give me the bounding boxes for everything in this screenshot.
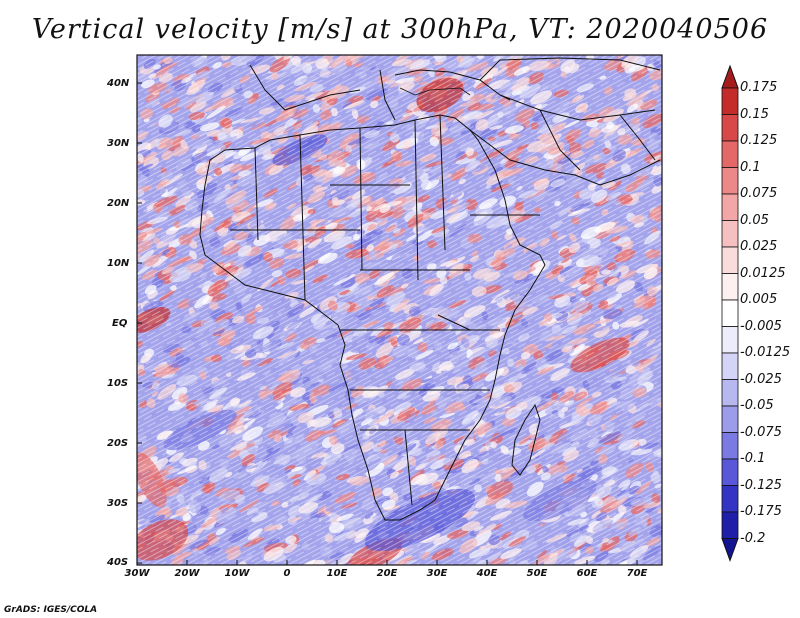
colorbar-label: -0.1 (740, 451, 766, 466)
country-borders (199, 57, 661, 521)
credit-text: GrADS: IGES/COLA (4, 605, 98, 615)
plot-frame (136, 54, 663, 566)
axis-ticks (136, 82, 638, 565)
colorbar-label: 0.05 (740, 212, 769, 228)
colorbar-label: 0.0125 (740, 265, 786, 281)
colorbar-swatch (721, 193, 739, 221)
colorbar-swatch (721, 511, 739, 539)
colorbar-swatch (721, 458, 739, 486)
colorbar-label: 0.005 (740, 292, 778, 307)
lat-label: 20N (107, 198, 130, 209)
colorbar-swatch (721, 352, 739, 380)
lon-label: 70E (626, 568, 648, 579)
eurasia-borders (249, 57, 661, 186)
colorbar-label: -0.075 (740, 424, 782, 440)
colorbar-swatch (721, 273, 739, 301)
colorbar-label: -0.125 (740, 477, 782, 493)
colorbar-swatch (721, 167, 739, 195)
lon-label: 0 (283, 568, 291, 579)
lat-label: 10S (107, 378, 129, 389)
lon-label: 20E (376, 568, 398, 579)
colorbar-label: 0.15 (740, 106, 769, 122)
colorbar-label: -0.05 (740, 398, 774, 413)
lon-label: 10E (326, 568, 348, 579)
colorbar-swatch (721, 299, 739, 327)
lon-label: 10W (224, 568, 250, 579)
streak-texture (137, 55, 662, 565)
colorbar-swatch (721, 485, 739, 513)
lat-label: 30N (107, 138, 130, 149)
colorbar-label: -0.0125 (740, 345, 791, 360)
lon-label: 30E (426, 568, 448, 579)
colorbar-swatch (721, 220, 739, 248)
africa-coastline (199, 114, 546, 521)
lat-label: 10N (107, 258, 130, 269)
colorbar-label: 0.125 (740, 133, 778, 148)
colorbar (721, 64, 739, 562)
lat-label: EQ (112, 318, 128, 329)
country-border-lines (230, 114, 540, 506)
colorbar-label: 0.175 (740, 80, 778, 95)
colorbar-label: -0.005 (740, 318, 782, 334)
colorbar-label: 0.025 (740, 239, 778, 254)
lat-label: 40N (107, 78, 130, 89)
map-title: Vertical velocity [m/s] at 300hPa, VT: 2… (31, 14, 769, 45)
colorbar-label: -0.175 (740, 504, 782, 519)
mediterranean-coast (399, 87, 471, 96)
lon-label: 30W (124, 568, 150, 579)
colorbar-label: -0.2 (740, 530, 766, 546)
colorbar-label: 0.1 (740, 159, 761, 175)
lat-label: 40S (107, 557, 129, 568)
colorbar-bottom-triangle (721, 538, 739, 562)
lat-label: 20S (107, 438, 129, 449)
colorbar-swatch (721, 87, 739, 115)
lon-label: 50E (526, 568, 548, 579)
lat-label: 30S (107, 498, 129, 509)
colorbar-swatch (721, 326, 739, 354)
lon-label: 40E (476, 568, 498, 579)
colorbar-top-triangle (721, 64, 739, 89)
colorbar-swatch (721, 140, 739, 168)
colorbar-swatch (721, 246, 739, 274)
colorbar-swatch (721, 114, 739, 142)
colorbar-swatch (721, 379, 739, 407)
colorbar-swatch (721, 432, 739, 460)
colorbar-swatch (721, 405, 739, 433)
lon-label: 20W (174, 568, 200, 579)
colorbar-label: -0.025 (740, 371, 782, 387)
madagascar-outline (511, 403, 541, 476)
colorbar-label: 0.075 (740, 186, 778, 201)
lon-label: 60E (576, 568, 598, 579)
